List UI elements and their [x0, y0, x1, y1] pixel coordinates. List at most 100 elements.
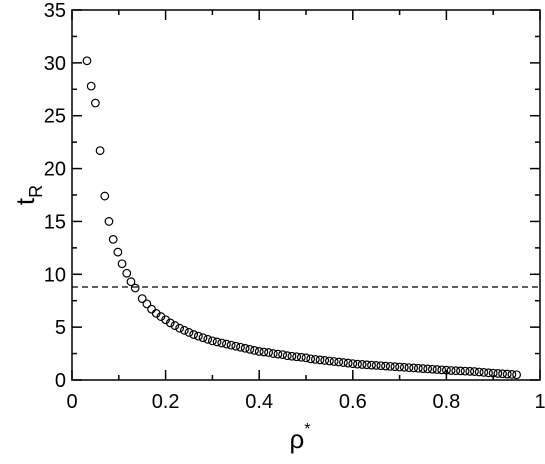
data-point: [502, 369, 512, 379]
data-point: [357, 360, 367, 369]
data-point: [470, 367, 479, 376]
data-point: [90, 98, 100, 108]
data-point: [292, 352, 302, 362]
x-axis-label-main: ρ: [289, 424, 304, 454]
y-axis-label: tR: [10, 185, 46, 205]
data-point: [226, 340, 236, 350]
data-point: [212, 337, 222, 347]
y-tick-label: 0: [55, 370, 66, 392]
y-tick-label: 10: [44, 264, 66, 286]
y-axis-label-sub: R: [26, 185, 46, 198]
x-tick-label: 0.6: [339, 391, 367, 413]
x-tick-label: 0.8: [432, 391, 460, 413]
data-point: [493, 369, 503, 378]
data-point: [315, 355, 325, 365]
data-point: [170, 321, 180, 330]
data-point: [126, 277, 136, 287]
data-point: [446, 366, 456, 375]
data-point: [100, 191, 110, 201]
data-point: [325, 356, 334, 366]
y-tick-label: 20: [44, 159, 66, 181]
data-point: [296, 352, 306, 362]
data-point: [507, 369, 517, 379]
data-point: [273, 349, 283, 359]
y-tick-label: 5: [55, 317, 66, 339]
data-point: [484, 368, 493, 378]
data-point: [512, 370, 521, 380]
data-point: [203, 334, 213, 344]
y-tick-label: 15: [44, 211, 66, 233]
plot-frame: [71, 9, 541, 381]
data-point: [282, 351, 292, 361]
data-point: [367, 360, 376, 370]
data-point: [460, 366, 470, 376]
data-point: [498, 369, 507, 379]
data-point: [108, 234, 118, 244]
data-point: [339, 358, 348, 367]
data-point: [395, 362, 405, 372]
data-point: [222, 339, 231, 349]
data-point: [287, 351, 297, 361]
y-tick-label: 30: [44, 53, 66, 75]
data-point: [413, 363, 423, 373]
data-point: [113, 247, 123, 257]
data-point: [381, 361, 390, 371]
data-point: [193, 331, 203, 341]
data-point: [104, 217, 114, 226]
data-point: [165, 318, 175, 328]
y-tick-label: 35: [44, 0, 66, 22]
data-point: [437, 365, 447, 375]
data-point: [488, 368, 498, 378]
data-point: [404, 363, 414, 373]
data-point: [264, 348, 273, 357]
data-point: [465, 366, 475, 376]
x-tick-label: 1: [534, 391, 545, 413]
data-point: [371, 361, 381, 370]
data-point: [376, 361, 386, 371]
data-point: [142, 299, 152, 309]
data-point: [399, 362, 409, 372]
data-point: [343, 358, 353, 368]
data-point: [456, 366, 465, 376]
data-point: [353, 359, 362, 369]
x-axis-label: ρ*: [289, 421, 310, 454]
data-point: [117, 259, 127, 269]
data-point: [95, 146, 105, 156]
data-point: [409, 363, 419, 373]
data-point: [236, 342, 245, 352]
data-point: [474, 367, 484, 377]
data-point: [130, 283, 140, 293]
data-point: [334, 357, 344, 367]
data-point: [442, 365, 451, 375]
data-point: [385, 361, 395, 371]
data-point: [390, 362, 400, 372]
data-point: [179, 325, 189, 335]
x-axis-label-sup: *: [304, 421, 310, 438]
data-point: [231, 341, 241, 351]
data-point: [423, 364, 433, 374]
data-point: [82, 56, 92, 66]
x-tick-label: 0.2: [152, 391, 180, 413]
data-point: [268, 349, 278, 358]
data-point: [259, 347, 269, 357]
data-point: [306, 354, 316, 364]
data-point: [147, 304, 156, 314]
data-point: [451, 366, 461, 376]
data-point: [278, 350, 288, 360]
y-tick-label: 25: [44, 106, 66, 128]
y-axis-label-main: t: [10, 197, 40, 205]
data-point: [250, 346, 259, 355]
data-point: [362, 360, 372, 370]
x-tick-label: 0.4: [245, 391, 273, 413]
data-point: [320, 356, 330, 365]
data-point: [427, 364, 437, 374]
data-point: [86, 81, 96, 91]
data-point: [189, 330, 199, 339]
data-point: [254, 347, 264, 356]
x-tick-label: 0: [66, 391, 77, 413]
data-point: [122, 268, 132, 278]
data-point: [175, 323, 185, 333]
data-point: [184, 328, 194, 337]
data-point: [240, 343, 250, 353]
